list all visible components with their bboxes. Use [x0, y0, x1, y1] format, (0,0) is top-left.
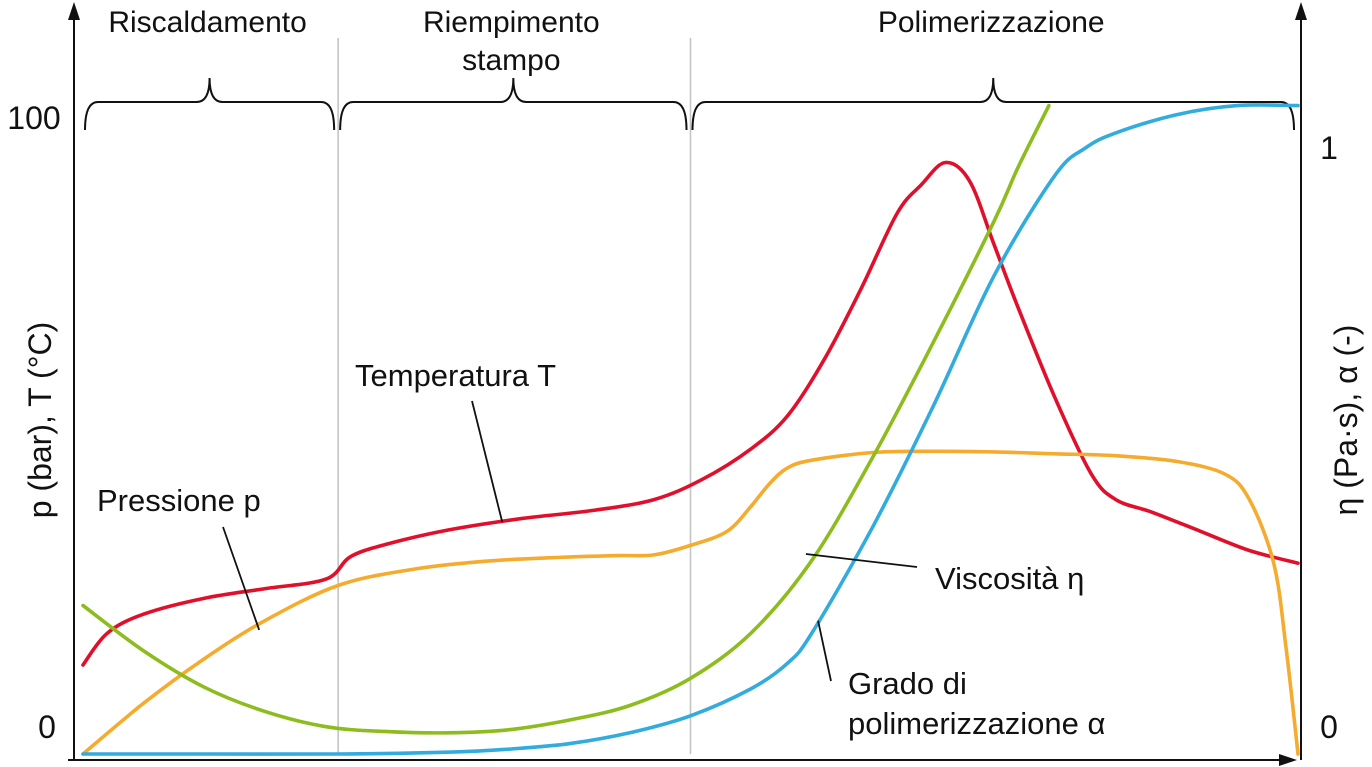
series-label-grado-di-polimerizzazione-line-1: Grado di: [848, 666, 967, 701]
phase-label-riscaldamento: Riscaldamento: [108, 6, 306, 39]
phase-label-riempimento: Riempimento: [423, 6, 600, 39]
y-axis-right-title: η (Pa·s), α (-): [1328, 325, 1364, 516]
axes: [68, 2, 1307, 766]
phase-brace-riempimento-stampo: [339, 77, 688, 131]
y-right-tick-label-1: 1: [1320, 130, 1338, 166]
series-label-temperatura-t: Temperatura T: [355, 358, 556, 393]
phase-dividers: [337, 38, 692, 754]
y-axis-right-arrow: [1295, 2, 1307, 20]
series-line-viscosita: [81, 103, 1051, 735]
series-lines: [81, 103, 1300, 756]
tick-labels: 0 100 0 1: [7, 100, 1338, 745]
label-leader-lines: [222, 400, 918, 682]
series-line-temperatura-t: [81, 160, 1300, 667]
series-line-pressione-p: [81, 449, 1300, 756]
y-left-tick-label-100: 100: [7, 100, 60, 136]
phase-brace-polimerizzazione: [691, 77, 1295, 131]
y-left-tick-label-0: 0: [38, 709, 56, 745]
leader-line-pressione-p: [222, 526, 261, 631]
series-labels: Temperatura T Pressione p Viscosità η Grado…: [97, 358, 1105, 741]
phase-brace-riscaldamento: [84, 77, 336, 131]
phase-braces: [84, 77, 1295, 131]
y-axis-left-arrow: [68, 2, 80, 20]
leader-line-grado-di-polimerizzazione: [817, 620, 832, 682]
series-label-pressione-p: Pressione p: [97, 483, 261, 518]
series-label-grado-di-polimerizzazione-line-2: polimerizzazione α: [848, 706, 1105, 741]
leader-line-temperatura-t: [471, 400, 504, 523]
phase-labels: Riscaldamento Riempimento stampo Polimerizz…: [108, 6, 1104, 77]
series-line-grado-di-polimerizzazione: [81, 103, 1300, 756]
phase-label-stampo: stampo: [462, 44, 560, 77]
y-right-tick-label-0: 0: [1320, 709, 1338, 745]
leader-line-viscosita: [805, 553, 918, 568]
series-label-viscosita: Viscosità η: [935, 561, 1084, 596]
y-axis-left-title: p (bar), T (°C): [22, 322, 58, 519]
x-axis-arrow: [1279, 754, 1297, 766]
phase-label-polimerizzazione: Polimerizzazione: [878, 6, 1105, 39]
